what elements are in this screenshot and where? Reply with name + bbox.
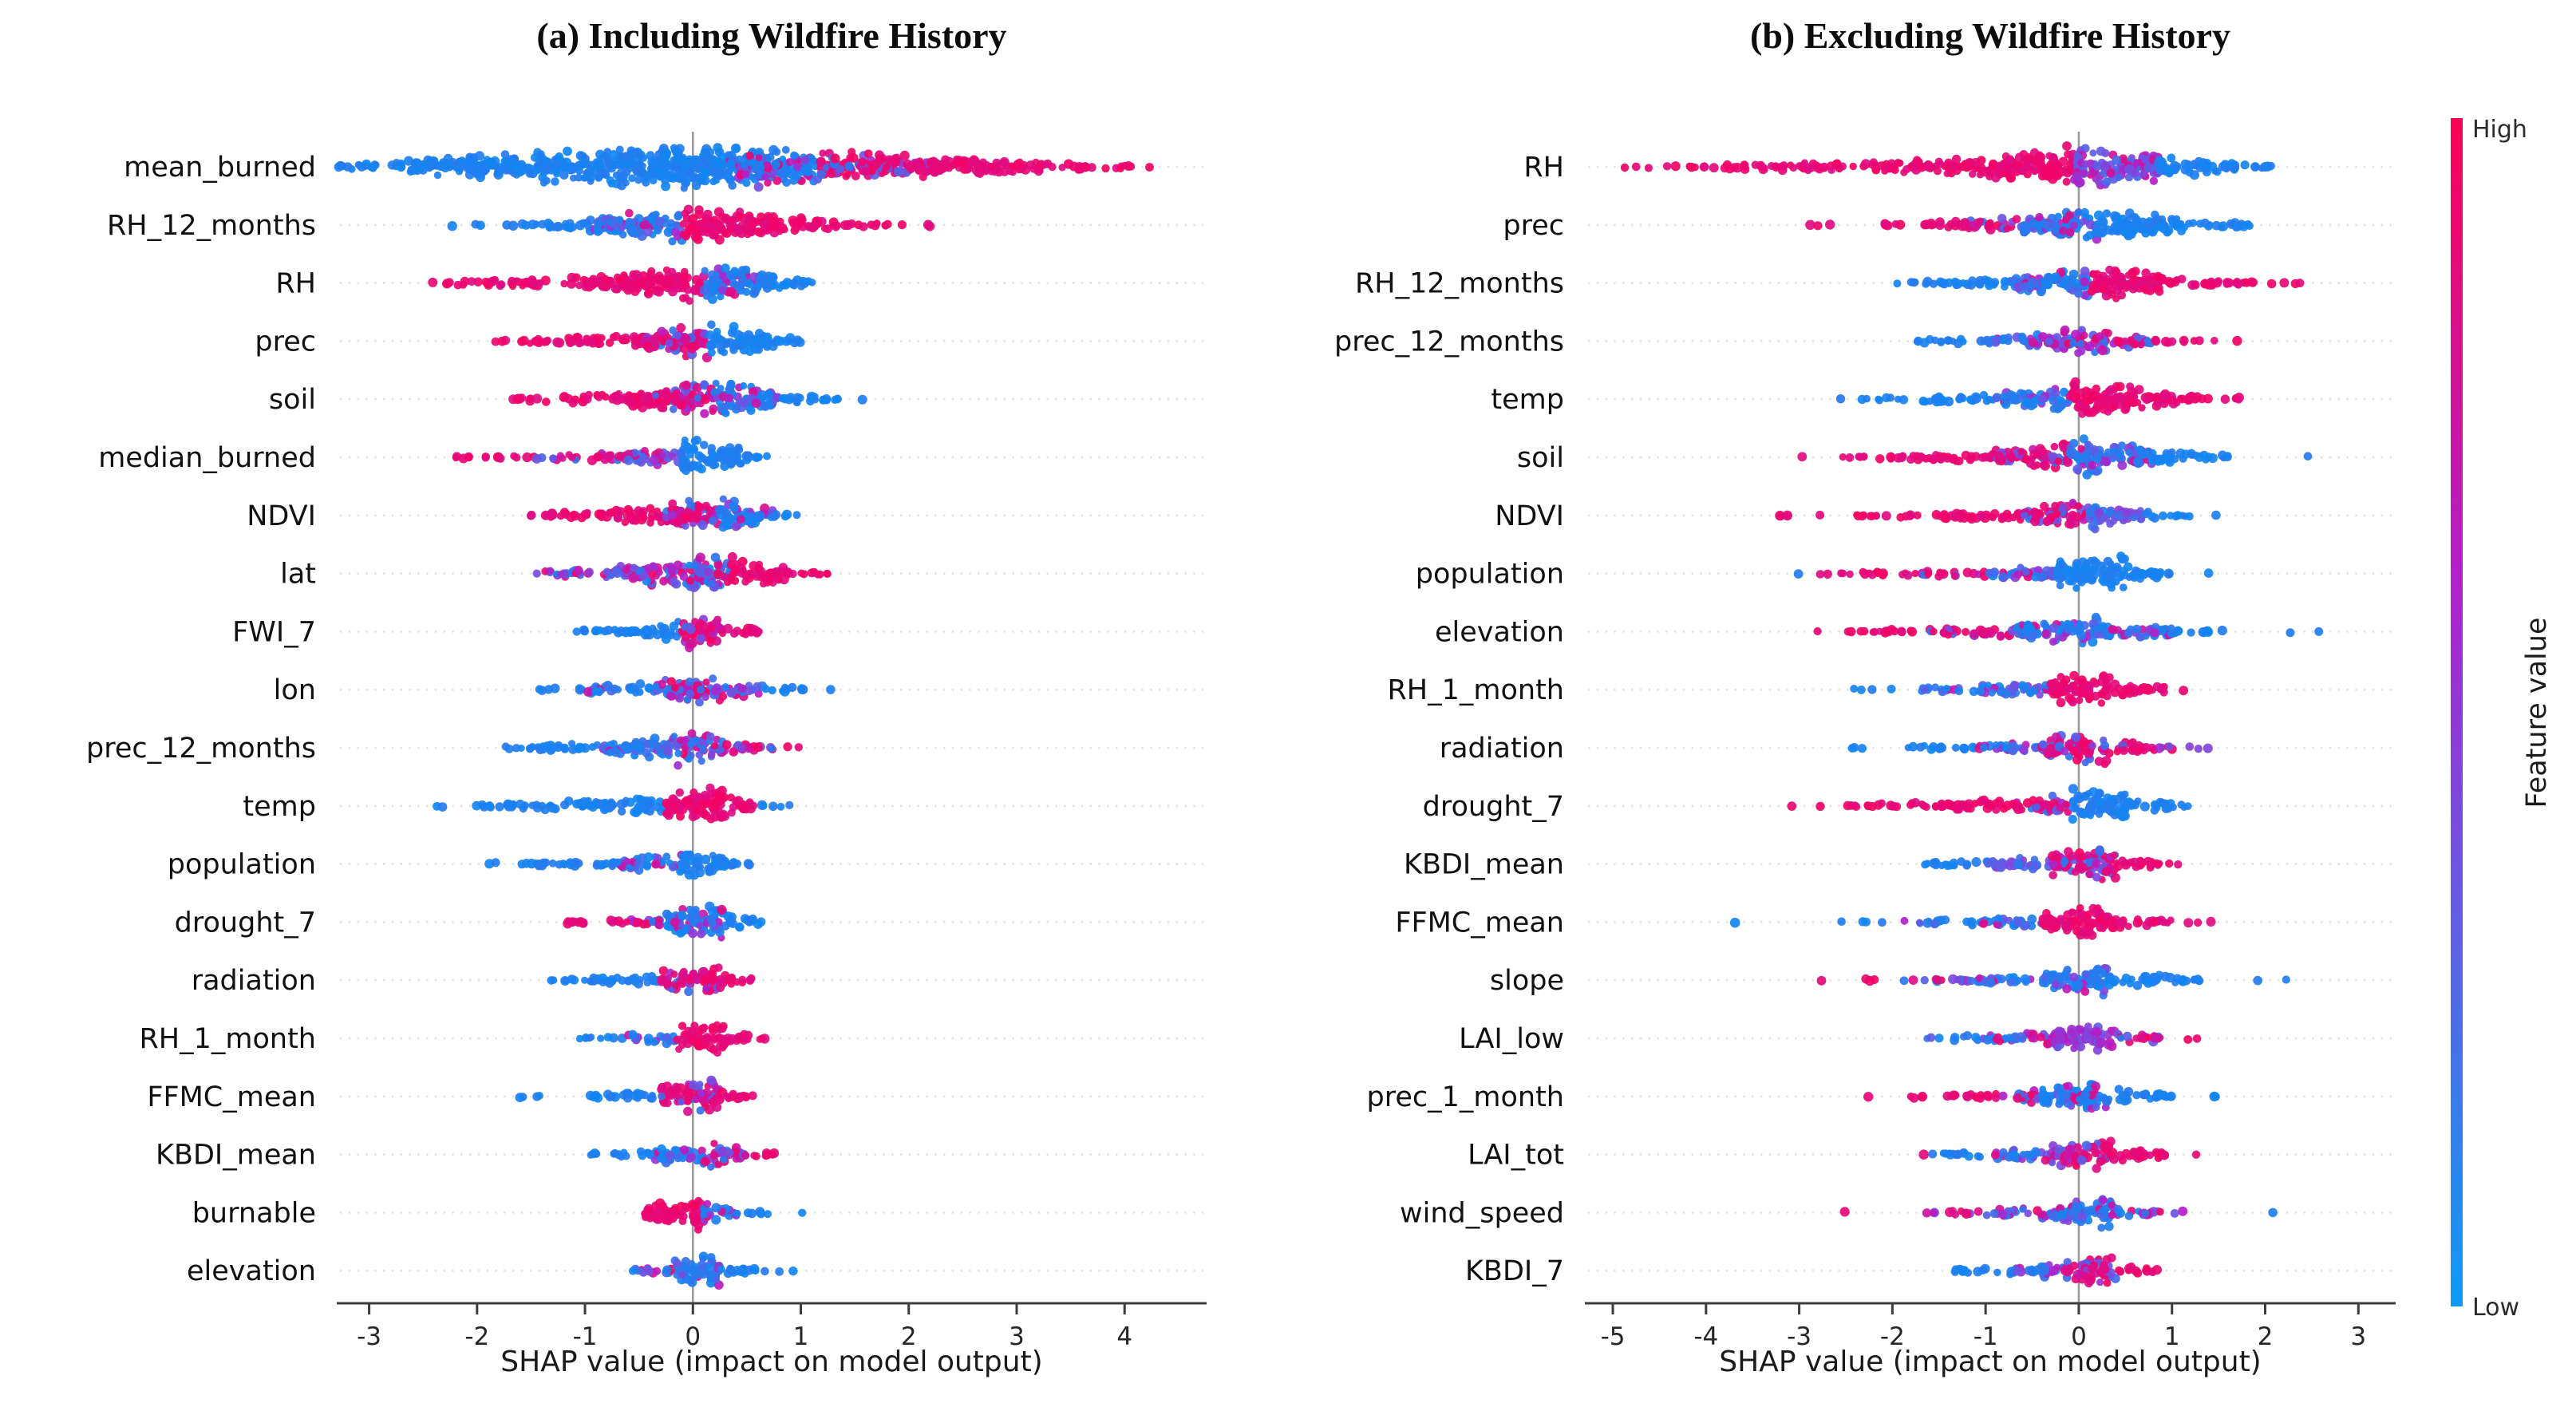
feature-label-FFMC_mean: FFMC_mean: [147, 1081, 316, 1113]
feature-label-wind_speed: wind_speed: [1400, 1197, 1564, 1229]
panel-a-title: (a) Including Wildfire History: [536, 15, 1006, 56]
feature-label-prec: prec: [255, 326, 316, 358]
x-tick-a--3: -3: [357, 1322, 381, 1351]
x-tick-a-3: 3: [1009, 1322, 1025, 1351]
colorbar: High Low Feature value: [2451, 116, 2553, 1322]
feature-label-lon: lon: [274, 674, 316, 706]
colorbar-low-label: Low: [2472, 1294, 2519, 1322]
feature-label-FFMC_mean: FFMC_mean: [1395, 907, 1564, 939]
feature-label-KBDI_mean: KBDI_mean: [1404, 849, 1564, 881]
feature-label-RH: RH: [275, 268, 316, 300]
x-tick-b-1: 1: [2164, 1322, 2180, 1351]
feature-label-drought_7: drought_7: [175, 907, 316, 939]
feature-label-population: population: [1416, 559, 1564, 591]
feature-label-soil: soil: [269, 384, 316, 416]
feature-label-NDVI: NDVI: [247, 500, 316, 532]
x-tick-a-2: 2: [901, 1322, 917, 1351]
feature-label-lat: lat: [280, 559, 316, 591]
feature-label-prec_1_month: prec_1_month: [1367, 1081, 1564, 1113]
colorbar-high-label: High: [2472, 116, 2527, 144]
x-tick-a--1: -1: [573, 1322, 598, 1351]
feature-label-elevation: elevation: [1435, 616, 1564, 648]
x-tick-b--1: -1: [1973, 1322, 1998, 1351]
feature-label-burnable: burnable: [192, 1197, 316, 1229]
feature-label-prec_12_months: prec_12_months: [86, 733, 316, 765]
feature-label-population: population: [168, 849, 316, 881]
feature-label-LAI_tot: LAI_tot: [1468, 1140, 1564, 1172]
feature-label-temp: temp: [1491, 384, 1564, 416]
feature-label-soil: soil: [1517, 442, 1564, 474]
x-tick-b--5: -5: [1601, 1322, 1626, 1351]
colorbar-axis-label: Feature value: [2521, 618, 2553, 808]
feature-label-prec: prec: [1503, 210, 1564, 242]
feature-label-RH_12_months: RH_12_months: [1355, 268, 1564, 300]
x-tick-b-3: 3: [2350, 1322, 2366, 1351]
x-tick-b--2: -2: [1880, 1322, 1905, 1351]
feature-label-KBDI_mean: KBDI_mean: [156, 1140, 316, 1172]
feature-label-elevation: elevation: [187, 1255, 316, 1287]
x-tick-b--4: -4: [1693, 1322, 1718, 1351]
panel-b-xaxis-label: SHAP value (impact on model output): [1719, 1346, 2261, 1378]
x-tick-a-4: 4: [1116, 1322, 1132, 1351]
feature-labels: mean_burned RH_12_months RH prec soil median_…: [86, 152, 1564, 1287]
colorbar-gradient-bar: [2451, 118, 2463, 1306]
x-tick-b-0: 0: [2071, 1322, 2087, 1351]
feature-label-median_burned: median_burned: [98, 442, 316, 474]
feature-label-prec_12_months: prec_12_months: [1334, 326, 1564, 358]
feature-label-RH_1_month: RH_1_month: [139, 1023, 316, 1055]
feature-label-NDVI: NDVI: [1495, 500, 1564, 532]
feature-label-RH_1_month: RH_1_month: [1387, 674, 1564, 706]
feature-label-radiation: radiation: [192, 965, 316, 997]
feature-label-mean_burned: mean_burned: [124, 152, 316, 184]
feature-label-temp: temp: [243, 791, 316, 823]
feature-label-LAI_low: LAI_low: [1459, 1023, 1564, 1055]
feature-label-drought_7: drought_7: [1423, 791, 1564, 823]
feature-label-RH_12_months: RH_12_months: [107, 210, 316, 242]
x-tick-a--2: -2: [464, 1322, 489, 1351]
x-tick-b--3: -3: [1787, 1322, 1811, 1351]
panel-b-title: (b) Excluding Wildfire History: [1750, 15, 2230, 56]
feature-label-slope: slope: [1490, 965, 1564, 997]
panel-a-xaxis-label: SHAP value (impact on model output): [500, 1346, 1042, 1378]
beeswarm-points: [334, 141, 2324, 1290]
x-axes: [337, 1302, 2396, 1314]
x-tick-a-1: 1: [793, 1322, 809, 1351]
x-tick-b-2: 2: [2258, 1322, 2274, 1351]
x-tick-a-0: 0: [685, 1322, 701, 1351]
feature-label-KBDI_7: KBDI_7: [1465, 1255, 1564, 1287]
feature-label-radiation: radiation: [1440, 733, 1564, 765]
zero-reference-lines: [691, 132, 2080, 1303]
feature-label-RH: RH: [1523, 152, 1564, 184]
feature-label-FWI_7: FWI_7: [232, 616, 316, 648]
tick-labels: -3 -2 -1 0 1 2 3 4 -5 -4 -3 -2 -1 0 1 2 3: [357, 1322, 2366, 1351]
